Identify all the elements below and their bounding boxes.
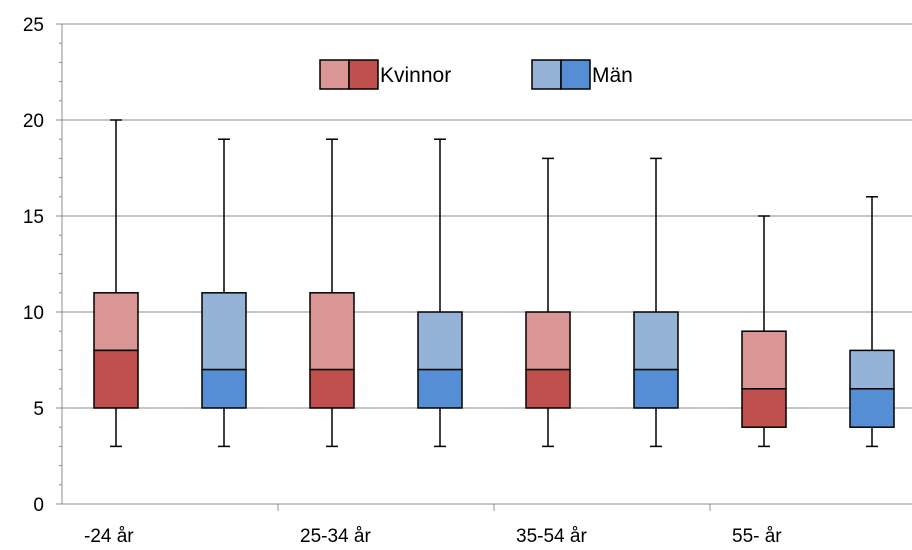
- boxes: [93, 119, 895, 448]
- legend-swatch-lower: [560, 59, 591, 90]
- y-tick-label: 10: [23, 303, 44, 324]
- box-upper: [201, 292, 247, 371]
- box-lower: [849, 388, 895, 428]
- legend: Kvinnor Män: [319, 59, 633, 90]
- box-lower: [201, 368, 247, 409]
- box-upper: [741, 330, 787, 390]
- box-upper: [309, 292, 355, 371]
- box-upper: [93, 292, 139, 352]
- legend-swatch-upper: [319, 59, 350, 90]
- legend-label: Kvinnor: [380, 64, 451, 87]
- y-tick-label: 5: [33, 399, 44, 420]
- y-tick-label: 15: [23, 207, 44, 228]
- box-Kvinnor--24 år: [93, 119, 139, 448]
- x-tick-label: 55- år: [732, 526, 782, 547]
- box-lower: [309, 368, 355, 409]
- box-upper: [525, 311, 571, 371]
- legend-item-Män: Män: [531, 59, 633, 90]
- box-Kvinnor-25-34 år: [309, 138, 355, 448]
- box-lower: [525, 368, 571, 409]
- box-lower: [93, 349, 139, 409]
- box-upper: [417, 311, 463, 371]
- box-Män-25-34 år: [417, 138, 463, 448]
- box-lower: [741, 388, 787, 428]
- y-tick-label: 25: [23, 15, 44, 36]
- legend-swatch-upper: [531, 59, 562, 90]
- legend-swatch-lower: [348, 59, 379, 90]
- legend-label: Män: [592, 64, 633, 87]
- box-Män-55- år: [849, 196, 895, 448]
- box-upper: [633, 311, 679, 371]
- legend-item-Kvinnor: Kvinnor: [319, 59, 451, 90]
- axes: [56, 23, 912, 511]
- box-upper: [849, 349, 895, 390]
- x-axis-ticks: -24 år 25-34 år 35-54 år 55- år: [84, 526, 782, 547]
- y-tick-label: 20: [23, 111, 44, 132]
- y-tick-label: 0: [33, 495, 44, 516]
- x-tick-label: -24 år: [84, 526, 134, 547]
- x-tick-label: 35-54 år: [516, 526, 587, 547]
- x-tick-label: 25-34 år: [300, 526, 371, 547]
- box-lower: [633, 368, 679, 409]
- box-Kvinnor-55- år: [741, 215, 787, 448]
- box-Kvinnor-35-54 år: [525, 157, 571, 448]
- box-Män--24 år: [201, 138, 247, 448]
- box-Män-35-54 år: [633, 157, 679, 448]
- y-axis-ticks: 0 5 10 15 20 25: [23, 15, 44, 516]
- box-lower: [417, 368, 463, 409]
